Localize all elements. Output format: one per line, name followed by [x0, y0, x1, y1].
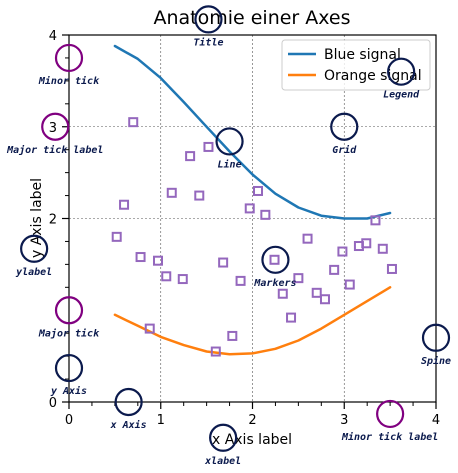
y-tick-label: 2 — [49, 213, 57, 228]
marker-point — [111, 231, 122, 242]
marker-point — [135, 252, 146, 263]
marker-point — [386, 263, 397, 274]
x-tick-label: 3 — [340, 413, 348, 428]
annotation-circle — [387, 57, 416, 86]
annotation-circle — [209, 423, 238, 452]
x-tick-label: 0 — [65, 413, 73, 428]
annotation-circle — [376, 399, 405, 429]
annotation-circle — [330, 112, 359, 141]
marker-point — [302, 233, 313, 244]
marker-point — [227, 330, 238, 341]
annotation-label: Line — [218, 158, 242, 170]
annotation-label: Major tick label — [6, 144, 103, 156]
annotation-circle — [41, 112, 70, 141]
x-tick-label: 2 — [248, 413, 256, 428]
y-tick-label: 3 — [49, 121, 57, 136]
annotation-label: Markers — [253, 278, 296, 289]
marker-point — [277, 288, 288, 299]
legend-entry: Orange signal — [324, 68, 422, 84]
y-tick-label: 4 — [49, 29, 57, 44]
marker-point — [185, 151, 196, 162]
marker-point — [203, 141, 214, 152]
marker-point — [194, 190, 205, 201]
annotation-circle — [54, 43, 84, 73]
annotation-label: ylabel — [15, 267, 52, 278]
legend: Blue signal Orange signal — [281, 39, 431, 91]
y-axis-label: y Axis label — [29, 178, 45, 258]
series-line — [113, 44, 392, 220]
annotation-label: Spine — [421, 355, 451, 367]
annotation-label: Title — [193, 36, 223, 48]
legend-frame — [281, 39, 431, 91]
marker-point — [128, 117, 139, 128]
marker-point — [311, 287, 322, 298]
marker-point — [361, 238, 372, 249]
chart-title: Anatomie einer Axes — [153, 7, 350, 29]
marker-point — [260, 209, 271, 220]
series-line — [113, 286, 392, 356]
marker-point — [161, 271, 172, 282]
annotation-label: Legend — [383, 90, 420, 101]
annotation-label: xlabel — [204, 456, 241, 467]
marker-point — [269, 254, 280, 265]
annotations: Title Minor tick Major tick label ylabel Maj… — [6, 5, 451, 467]
annotation-circle — [421, 323, 451, 352]
annotation-circle — [54, 296, 84, 325]
annotation-circle — [20, 234, 49, 263]
marker-point — [377, 243, 388, 254]
y-tick-label: 0 — [49, 396, 57, 411]
annotation-circle — [215, 127, 244, 156]
marker-point — [166, 187, 177, 198]
marker-point — [319, 294, 330, 305]
series-lines — [113, 44, 392, 356]
marker-point — [293, 273, 304, 284]
annotation-label: Minor tick label — [341, 431, 438, 443]
marker-point — [253, 185, 264, 196]
marker-point — [286, 312, 297, 323]
marker-point — [210, 346, 221, 357]
marker-point — [244, 203, 255, 214]
marker-point — [370, 215, 381, 226]
marker-point — [337, 246, 348, 257]
annotation-label: y Axis — [50, 385, 87, 397]
marker-point — [344, 279, 355, 290]
marker-point — [144, 323, 155, 334]
marker-point — [119, 199, 130, 210]
x-tick-label: 1 — [157, 413, 165, 428]
annotation-label: Grid — [332, 144, 357, 156]
marker-point — [329, 264, 340, 275]
marker-point — [235, 275, 246, 286]
marker-point — [177, 274, 188, 285]
annotation-circle — [54, 353, 84, 383]
annotation-circle — [261, 245, 290, 274]
ticks: 0 1 2 3 4 0 2 3 4 — [49, 29, 440, 428]
legend-entry: Blue signal — [324, 47, 401, 63]
annotation-label: Major tick — [38, 327, 100, 339]
markers — [111, 117, 397, 357]
x-axis-label: x Axis label — [212, 432, 292, 448]
annotation-circle — [114, 387, 143, 417]
marker-point — [152, 255, 163, 266]
annotation-label: x Axis — [110, 419, 147, 431]
x-tick-label: 4 — [432, 413, 440, 428]
annotation-label: Minor tick — [38, 75, 100, 87]
annotation-circle — [194, 5, 223, 34]
marker-point — [218, 257, 229, 268]
